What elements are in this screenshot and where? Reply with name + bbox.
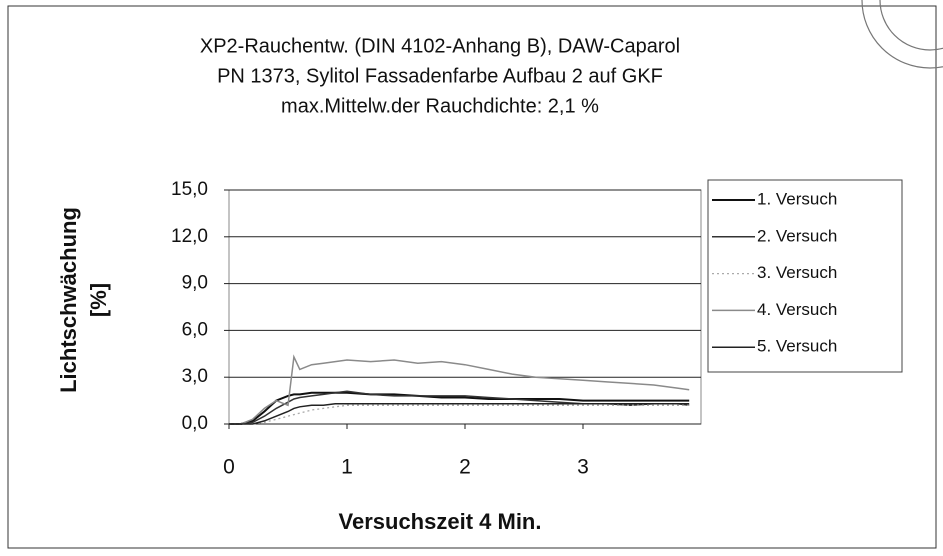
y-tick-label: 15,0 [171, 179, 208, 200]
y-tick-label: 9,0 [182, 273, 208, 294]
series-line [229, 404, 690, 425]
x-tick-label: 2 [459, 456, 471, 479]
x-tick-label: 1 [341, 456, 353, 479]
legend-label: 4. Versuch [757, 300, 837, 319]
chart-title: PN 1373, Sylitol Fassadenfarbe Aufbau 2 … [217, 65, 663, 87]
legend-label: 2. Versuch [757, 226, 837, 245]
x-axis-label: Versuchszeit 4 Min. [339, 509, 542, 534]
x-tick-label: 0 [223, 456, 235, 479]
legend-label: 5. Versuch [757, 337, 837, 356]
y-tick-label: 3,0 [182, 366, 208, 387]
series-line [229, 391, 690, 425]
plot-area [228, 189, 702, 425]
series-line [229, 402, 690, 425]
series-line [229, 354, 690, 425]
chart-title: XP2-Rauchentw. (DIN 4102-Anhang B), DAW-… [200, 35, 680, 57]
y-axis-label: Lichtschwächung [56, 207, 81, 393]
x-tick-label: 3 [577, 456, 589, 479]
legend-label: 1. Versuch [757, 189, 837, 208]
y-tick-label: 6,0 [182, 319, 208, 340]
chart-title: max.Mittelw.der Rauchdichte: 2,1 % [281, 95, 599, 117]
legend-box [707, 179, 903, 373]
y-tick-label: 12,0 [171, 226, 208, 247]
stamp [861, 0, 943, 69]
y-tick-label: 0,0 [182, 413, 208, 434]
y-axis-label: [%] [86, 283, 111, 317]
legend-label: 3. Versuch [757, 263, 837, 282]
